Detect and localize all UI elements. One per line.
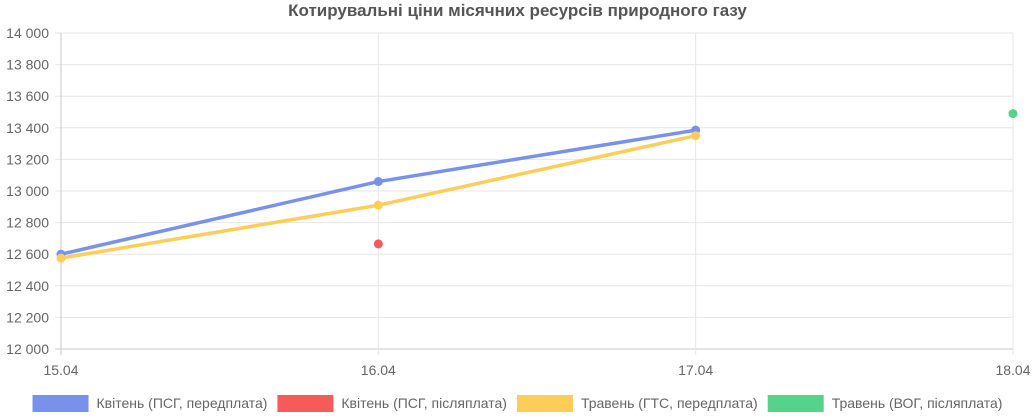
grid: [55, 32, 1014, 355]
legend-label: Травень (ВОГ, післяплата): [832, 395, 1003, 411]
series-1: [56, 125, 701, 259]
data-point: [1008, 109, 1018, 119]
x-tick-label: 17.04: [678, 362, 713, 378]
series-4: [1008, 109, 1018, 119]
y-tick-label: 13 800: [6, 57, 49, 73]
legend-label: Квітень (ПСГ, післяплата): [341, 395, 507, 411]
x-tick-label: 15.04: [43, 362, 78, 378]
chart-title: Котирувальні ціни місячних ресурсів прир…: [288, 1, 747, 20]
y-tick-label: 12 600: [6, 246, 49, 262]
data-point: [56, 253, 66, 263]
series-2: [373, 239, 383, 249]
legend-swatch: [277, 395, 334, 412]
data-point: [691, 131, 701, 141]
y-tick-label: 13 600: [6, 88, 49, 104]
y-tick-label: 13 200: [6, 151, 49, 167]
data-point: [373, 200, 383, 210]
y-tick-label: 12 400: [6, 278, 49, 294]
data-point: [373, 239, 383, 249]
axes: 12 000 12 200 12 400 12 600 12 800 13 000 13 2…: [6, 25, 1031, 378]
legend: Квітень (ПСГ, передплата) Квітень (ПСГ, п…: [32, 395, 1003, 412]
series-layer: [56, 109, 1018, 263]
legend-swatch: [516, 395, 573, 412]
y-tick-label: 12 200: [6, 309, 49, 325]
y-tick-label: 12 000: [6, 341, 49, 357]
legend-swatch: [767, 395, 824, 412]
legend-item: Квітень (ПСГ, післяплата): [277, 395, 507, 412]
y-tick-label: 14 000: [6, 25, 49, 41]
y-tick-label: 12 800: [6, 215, 49, 231]
y-tick-label: 13 000: [6, 183, 49, 199]
series-3: [56, 131, 701, 263]
legend-item: Травень (ВОГ, післяплата): [767, 395, 1003, 412]
legend-label: Квітень (ПСГ, передплата): [97, 395, 268, 411]
x-tick-label: 16.04: [361, 362, 396, 378]
legend-item: Квітень (ПСГ, передплата): [32, 395, 268, 412]
legend-item: Травень (ГТС, передплата): [516, 395, 758, 412]
x-tick-label: 18.04: [995, 362, 1030, 378]
y-tick-label: 13 400: [6, 120, 49, 136]
data-point: [373, 177, 383, 187]
legend-label: Травень (ГТС, передплата): [581, 395, 758, 411]
legend-swatch: [32, 395, 89, 412]
